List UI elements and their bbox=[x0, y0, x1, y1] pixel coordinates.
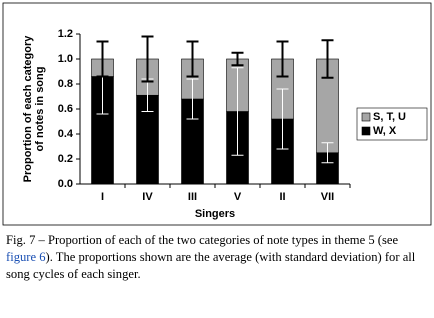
legend-swatch bbox=[361, 112, 371, 122]
error-bar bbox=[276, 88, 289, 150]
y-tick-label: 0.6 bbox=[58, 103, 73, 115]
error-bar bbox=[141, 35, 154, 83]
x-tick-label: IV bbox=[142, 191, 153, 203]
y-tick-label: 0.2 bbox=[58, 153, 73, 165]
x-tick-label: I bbox=[101, 191, 104, 203]
figure-link[interactable]: figure 6 bbox=[6, 250, 46, 264]
error-bar bbox=[186, 78, 199, 120]
x-tick-label: III bbox=[188, 191, 197, 203]
x-tick-label: VII bbox=[321, 191, 334, 203]
x-axis-label: Singers bbox=[195, 208, 235, 220]
legend-label: S, T, U bbox=[373, 111, 406, 123]
x-tick-label: V bbox=[234, 191, 242, 203]
legend-swatch bbox=[361, 126, 371, 136]
legend-label: W, X bbox=[373, 125, 397, 137]
y-axis-label-line: Proportion of each category bbox=[22, 35, 34, 183]
x-tick-label: II bbox=[279, 191, 285, 203]
chart: 0.0 0.2 0.4 0.6 0.8 1.0 1.2 Proportion of each … bbox=[2, 2, 432, 226]
y-tick-label: 0.4 bbox=[58, 128, 74, 140]
error-bar bbox=[186, 40, 199, 78]
y-tick-label: 0.0 bbox=[58, 178, 73, 190]
caption-text: ). The proportions shown are the average… bbox=[6, 250, 416, 281]
error-bar bbox=[96, 40, 109, 78]
error-bar bbox=[321, 39, 334, 79]
error-bar bbox=[231, 51, 244, 67]
y-tick-label: 1.0 bbox=[58, 53, 73, 65]
y-tick-label: 0.8 bbox=[58, 78, 73, 90]
caption: Fig. 7 – Proportion of each of the two c… bbox=[6, 232, 428, 283]
error-bar bbox=[276, 40, 289, 78]
caption-text: Fig. 7 – Proportion of each of the two c… bbox=[6, 233, 399, 247]
y-tick-label: 1.2 bbox=[58, 28, 73, 40]
y-axis-label: Proportion of each categoryof notes in s… bbox=[22, 35, 46, 183]
y-axis-label-line: of notes in song bbox=[34, 67, 46, 152]
error-bar bbox=[231, 67, 244, 156]
error-bar bbox=[321, 142, 334, 164]
chart-frame bbox=[2, 2, 432, 226]
